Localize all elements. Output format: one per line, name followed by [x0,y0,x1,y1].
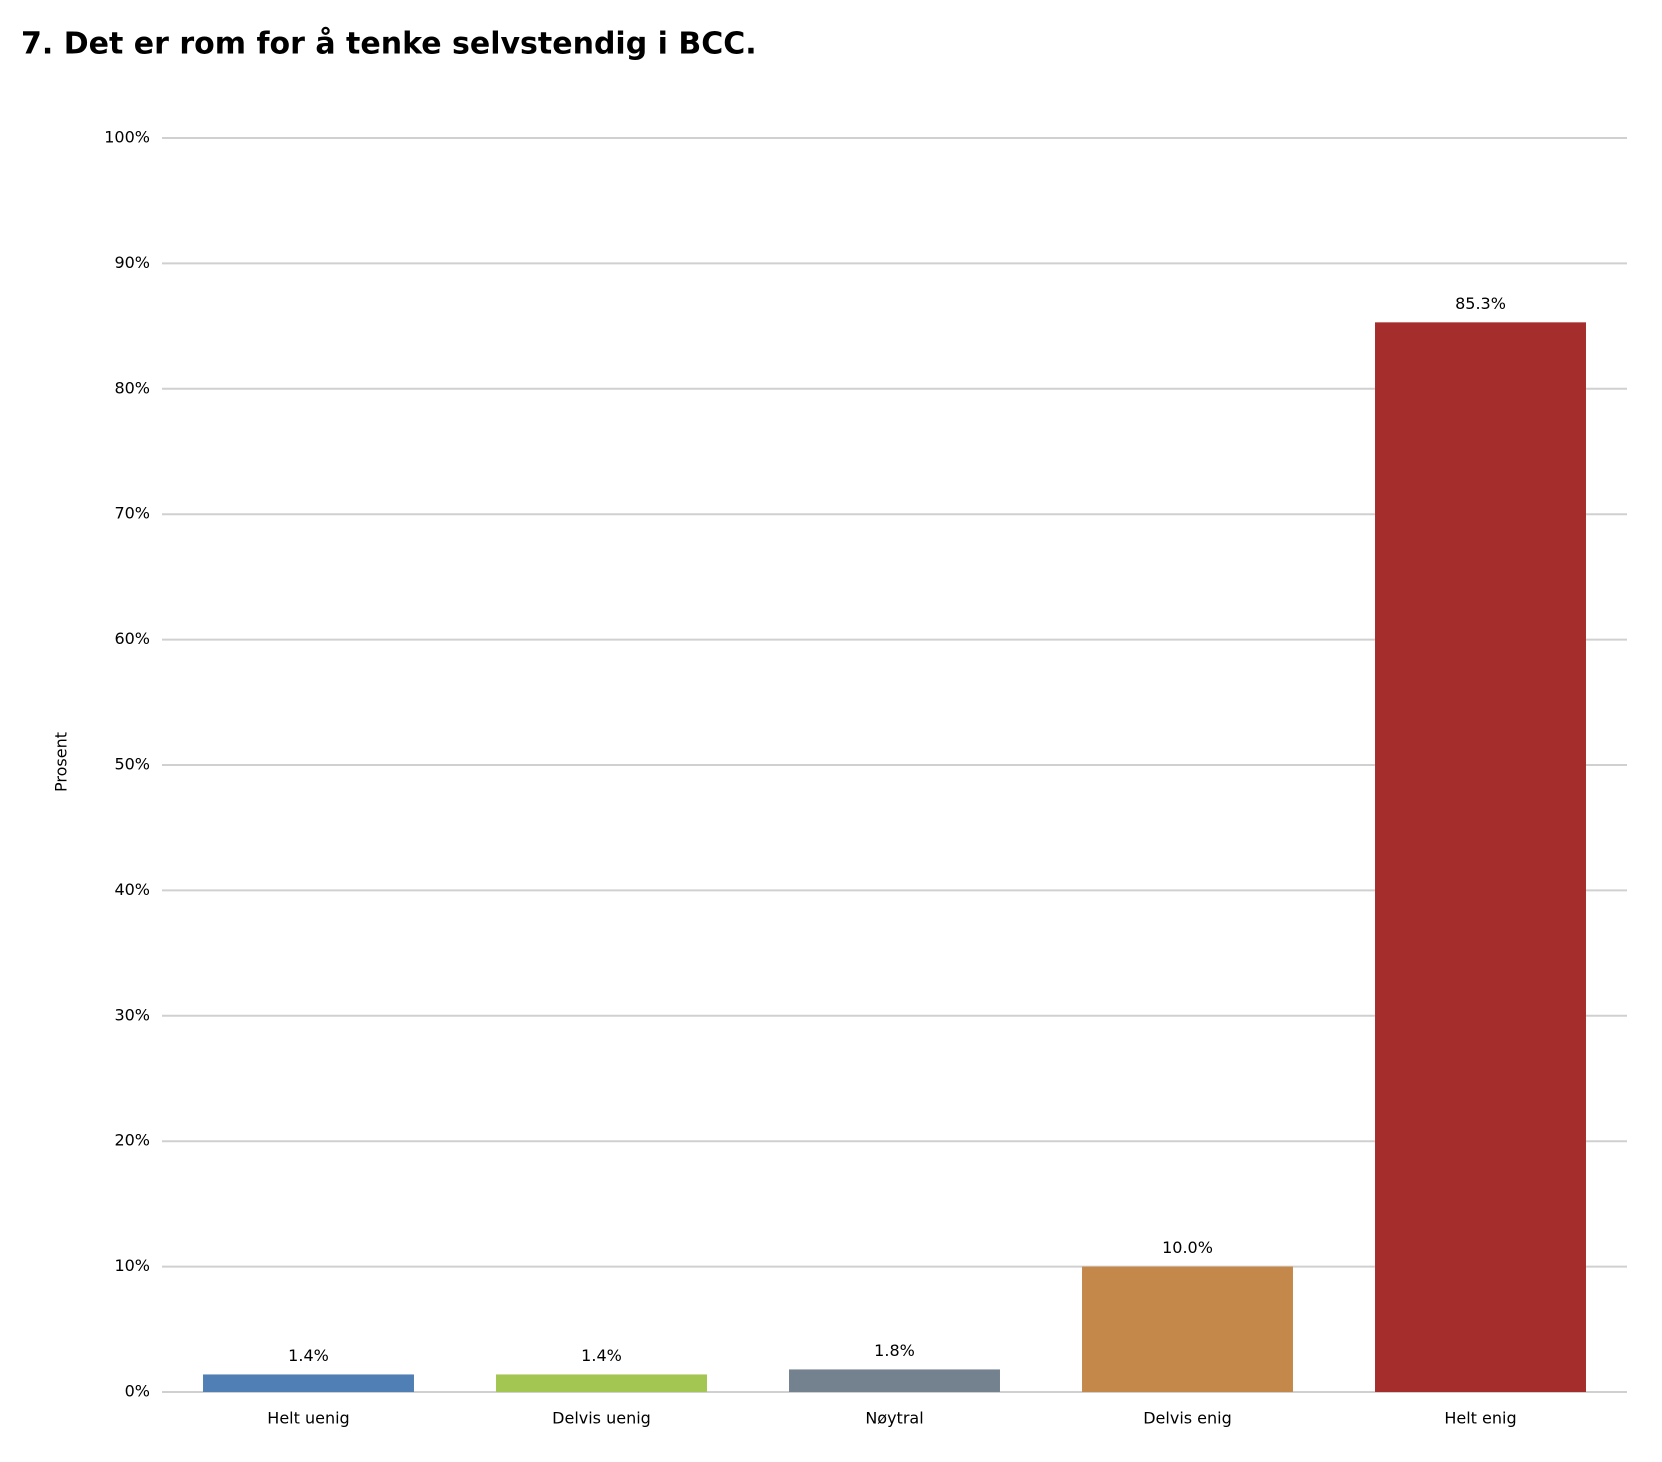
y-tick-label: 80% [114,378,150,397]
x-tick-label: Delvis enig [1143,1409,1232,1428]
x-tick-label: Nøytral [865,1409,923,1428]
data-label: 85.3% [1455,294,1506,313]
data-label: 1.4% [288,1346,329,1365]
data-label: 1.4% [581,1346,622,1365]
y-tick-label: 100% [104,128,150,147]
data-label: 10.0% [1162,1238,1213,1257]
x-tick-label: Helt enig [1444,1409,1516,1428]
y-tick-label: 10% [114,1256,150,1275]
y-tick-label: 30% [114,1005,150,1024]
bar [1375,322,1586,1392]
x-tick-label: Helt uenig [267,1409,349,1428]
y-tick-label: 40% [114,880,150,899]
y-tick-label: 0% [125,1382,150,1401]
chart-title: 7. Det er rom for å tenke selvstendig i … [21,26,757,62]
data-label: 1.8% [874,1341,915,1360]
y-axis-label: Prosent [52,732,71,792]
y-tick-label: 70% [114,504,150,523]
bar [1082,1266,1293,1392]
bar [203,1374,414,1392]
y-tick-label: 20% [114,1131,150,1150]
y-tick-label: 60% [114,629,150,648]
y-tick-label: 50% [114,755,150,774]
y-tick-label: 90% [114,253,150,272]
x-tick-label: Delvis uenig [552,1409,651,1428]
bar [496,1374,707,1392]
bar [789,1369,1000,1392]
